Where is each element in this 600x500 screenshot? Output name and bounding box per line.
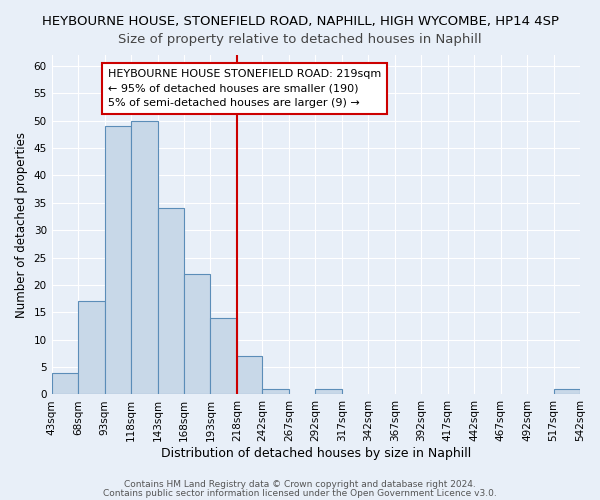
Text: HEYBOURNE HOUSE STONEFIELD ROAD: 219sqm
← 95% of detached houses are smaller (19: HEYBOURNE HOUSE STONEFIELD ROAD: 219sqm … bbox=[108, 68, 381, 108]
Bar bbox=[237, 356, 262, 395]
X-axis label: Distribution of detached houses by size in Naphill: Distribution of detached houses by size … bbox=[161, 447, 471, 460]
Bar bbox=[104, 126, 131, 394]
Bar bbox=[184, 274, 211, 394]
Text: HEYBOURNE HOUSE, STONEFIELD ROAD, NAPHILL, HIGH WYCOMBE, HP14 4SP: HEYBOURNE HOUSE, STONEFIELD ROAD, NAPHIL… bbox=[41, 15, 559, 28]
Bar bbox=[211, 318, 237, 394]
Bar bbox=[131, 120, 158, 394]
Bar bbox=[262, 389, 289, 394]
Bar bbox=[554, 389, 580, 394]
Bar bbox=[52, 372, 78, 394]
Bar bbox=[316, 389, 342, 394]
Y-axis label: Number of detached properties: Number of detached properties bbox=[15, 132, 28, 318]
Text: Size of property relative to detached houses in Naphill: Size of property relative to detached ho… bbox=[118, 32, 482, 46]
Text: Contains public sector information licensed under the Open Government Licence v3: Contains public sector information licen… bbox=[103, 488, 497, 498]
Text: Contains HM Land Registry data © Crown copyright and database right 2024.: Contains HM Land Registry data © Crown c… bbox=[124, 480, 476, 489]
Bar bbox=[78, 302, 104, 394]
Bar bbox=[158, 208, 184, 394]
